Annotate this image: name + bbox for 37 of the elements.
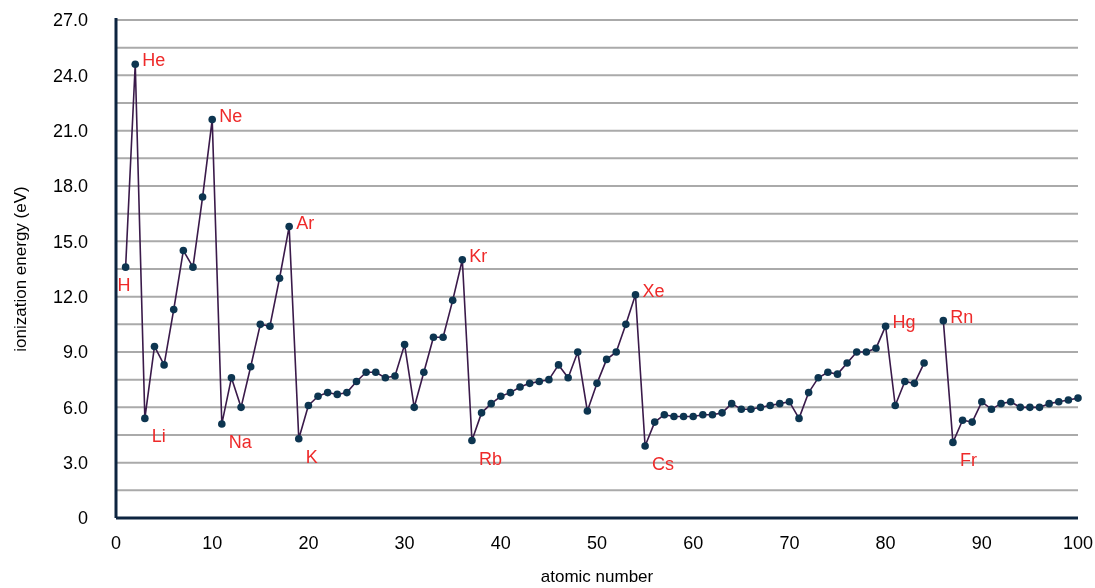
y-tick-label: 18.0 [52, 176, 88, 197]
annotation: Kr [469, 245, 488, 266]
annotation: Hg [892, 312, 916, 333]
annotation: Xe [642, 280, 665, 301]
annotation: Li [151, 426, 166, 447]
y-tick-label: 6.0 [62, 397, 88, 418]
annotation: H [117, 275, 131, 296]
x-tick-label: 80 [875, 533, 896, 554]
y-axis-title: ionization energy (eV) [11, 186, 30, 352]
y-tick-label: 21.0 [52, 120, 88, 141]
annotation: Cs [652, 454, 675, 475]
x-tick-label: 100 [1062, 533, 1094, 554]
x-axis-title: atomic number [540, 567, 654, 586]
x-tick-label: 60 [683, 533, 704, 554]
x-tick-label: 90 [971, 533, 992, 554]
annotation: Rb [478, 448, 502, 469]
annotation: Ar [296, 212, 315, 233]
y-tick-label: 27.0 [52, 10, 88, 31]
y-tick-label: 0 [77, 508, 88, 529]
x-tick-label: 70 [779, 533, 800, 554]
annotation: Na [228, 431, 253, 452]
annotation: Fr [959, 450, 977, 471]
annotation: Ne [219, 105, 243, 126]
x-tick-label: 20 [298, 533, 319, 554]
annotation: K [305, 446, 318, 467]
y-tick-label: 9.0 [62, 342, 88, 363]
x-tick-label: 10 [202, 533, 223, 554]
x-tick-label: 0 [110, 533, 122, 554]
y-tick-label: 24.0 [52, 65, 88, 86]
y-tick-label: 12.0 [52, 286, 88, 307]
y-tick-label: 15.0 [52, 231, 88, 252]
x-tick-label: 50 [586, 533, 608, 554]
annotation: He [142, 50, 166, 71]
x-tick-label: 40 [490, 533, 511, 554]
annotation: Rn [950, 306, 974, 327]
y-tick-label: 3.0 [62, 452, 88, 473]
x-tick-label: 30 [394, 533, 415, 554]
